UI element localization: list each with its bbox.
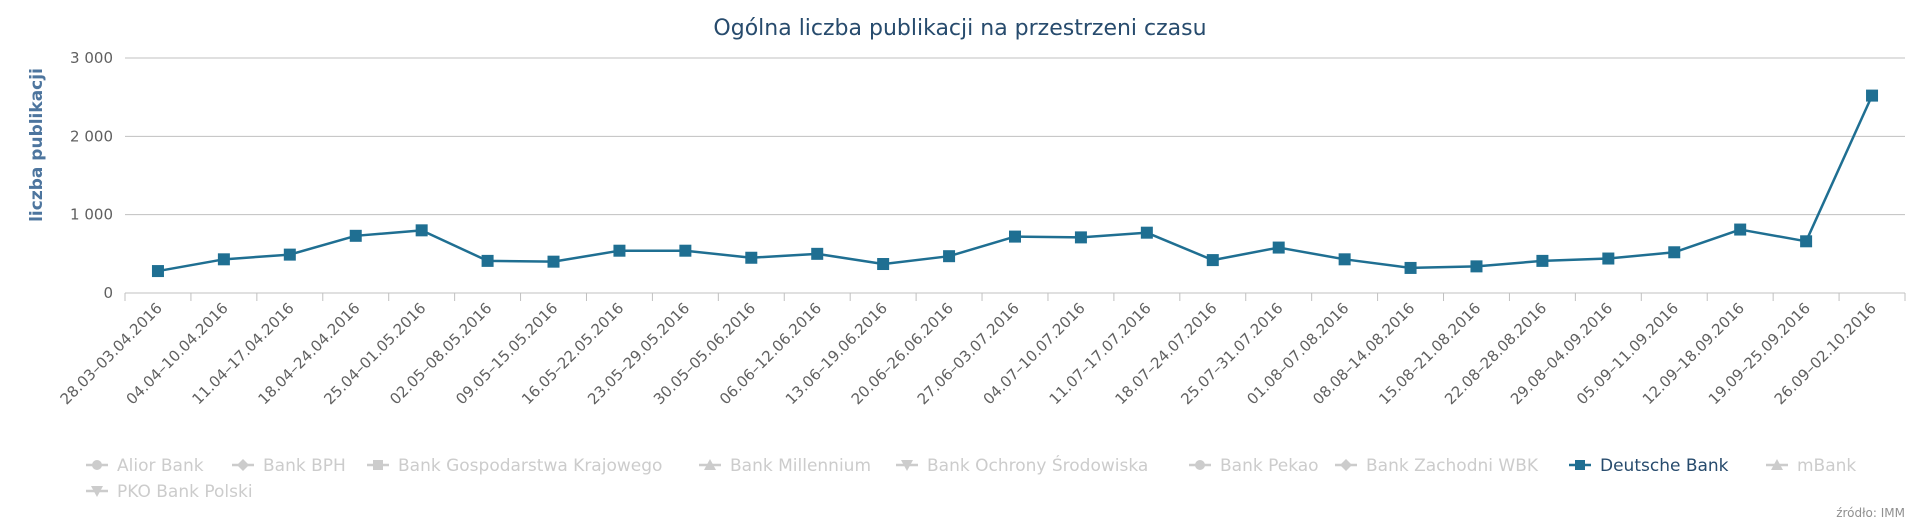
data-point[interactable] (547, 255, 560, 268)
legend-item-bank-millennium[interactable]: Bank Millennium (699, 456, 871, 476)
legend-marker (1771, 459, 1783, 470)
legend-label[interactable]: Bank Millennium (730, 456, 871, 476)
legend-label[interactable]: mBank (1797, 456, 1856, 476)
data-point[interactable] (1140, 226, 1153, 239)
credits-text[interactable]: źródło: IMM (1836, 506, 1905, 520)
legend-marker (91, 486, 103, 497)
y-axis-title: liczba publikacji (27, 68, 47, 222)
data-point[interactable] (349, 229, 362, 242)
legend-item-deutsche-bank[interactable]: Deutsche Bank (1569, 456, 1729, 476)
y-tick-label: 0 (103, 284, 113, 302)
legend-item-bank-pekao[interactable]: Bank Pekao (1189, 456, 1319, 476)
data-point[interactable] (745, 251, 758, 264)
data-point[interactable] (1536, 254, 1549, 267)
data-point[interactable] (151, 265, 164, 278)
legend-label[interactable]: Deutsche Bank (1600, 456, 1729, 476)
gridlines (125, 57, 1905, 294)
legend-label[interactable]: Alior Bank (117, 456, 204, 476)
legend-marker (1340, 459, 1352, 471)
legend-item-alior-bank[interactable]: Alior Bank (86, 456, 204, 476)
data-point[interactable] (613, 244, 626, 257)
data-point[interactable] (877, 258, 890, 271)
data-point[interactable] (1734, 223, 1747, 236)
y-axis-ticks: 0 1 000 2 000 3 000 (70, 49, 113, 302)
data-point[interactable] (1866, 89, 1879, 102)
data-point[interactable] (679, 244, 692, 257)
data-point[interactable] (1338, 253, 1351, 266)
data-point[interactable] (1272, 241, 1285, 254)
data-point[interactable] (1470, 260, 1483, 273)
legend-marker (92, 460, 102, 470)
legend-label[interactable]: Bank BPH (263, 456, 346, 476)
legend-label[interactable]: Bank Zachodni WBK (1366, 456, 1539, 476)
legend-item-bank-gospodarstwa-krajowego[interactable]: Bank Gospodarstwa Krajowego (367, 456, 662, 476)
data-point[interactable] (943, 250, 956, 263)
legend-marker (373, 460, 383, 470)
y-tick-label: 2 000 (70, 127, 113, 145)
data-point[interactable] (283, 248, 296, 261)
data-point[interactable] (1668, 246, 1681, 259)
y-tick-label: 1 000 (70, 206, 113, 224)
legend-item-bank-zachodni-wbk[interactable]: Bank Zachodni WBK (1335, 456, 1539, 476)
data-point[interactable] (1602, 252, 1615, 265)
data-point[interactable] (1009, 230, 1021, 243)
legend-label[interactable]: Bank Ochrony Środowiska (927, 454, 1148, 476)
legend-item-bank-bph[interactable]: Bank BPH (232, 456, 346, 476)
data-point[interactable] (481, 254, 494, 267)
series-deutsche-bank[interactable] (151, 89, 1879, 278)
legend-label[interactable]: Bank Pekao (1220, 456, 1319, 476)
x-axis-ticks: 28.03–03.04.201604.04–10.04.201611.04–17… (57, 293, 1906, 408)
data-point[interactable] (1404, 261, 1417, 274)
data-point[interactable] (1074, 231, 1087, 244)
legend-label[interactable]: Bank Gospodarstwa Krajowego (398, 456, 662, 476)
legend-item-mbank[interactable]: mBank (1766, 456, 1856, 476)
y-tick-label: 3 000 (70, 49, 113, 67)
legend-marker (1195, 460, 1205, 470)
legend-marker (1575, 460, 1585, 470)
series-line[interactable] (157, 95, 1874, 273)
legend-item-bank-ochrony-rodowiska[interactable]: Bank Ochrony Środowiska (896, 454, 1148, 476)
legend-label[interactable]: PKO Bank Polski (117, 482, 253, 502)
legend-marker (704, 459, 716, 470)
data-point[interactable] (1800, 235, 1813, 248)
data-point[interactable] (415, 224, 428, 237)
legend: Alior Bank Bank BPH Bank Gospodarstwa Kraj… (86, 454, 1856, 502)
legend-marker (901, 460, 913, 471)
data-point[interactable] (217, 253, 230, 266)
legend-item-pko-bank-polski[interactable]: PKO Bank Polski (86, 482, 253, 502)
data-point[interactable] (1206, 254, 1219, 267)
legend-marker (237, 459, 249, 471)
data-point[interactable] (811, 247, 824, 260)
chart-title: Ogólna liczba publikacji na przestrzeni … (713, 16, 1206, 41)
